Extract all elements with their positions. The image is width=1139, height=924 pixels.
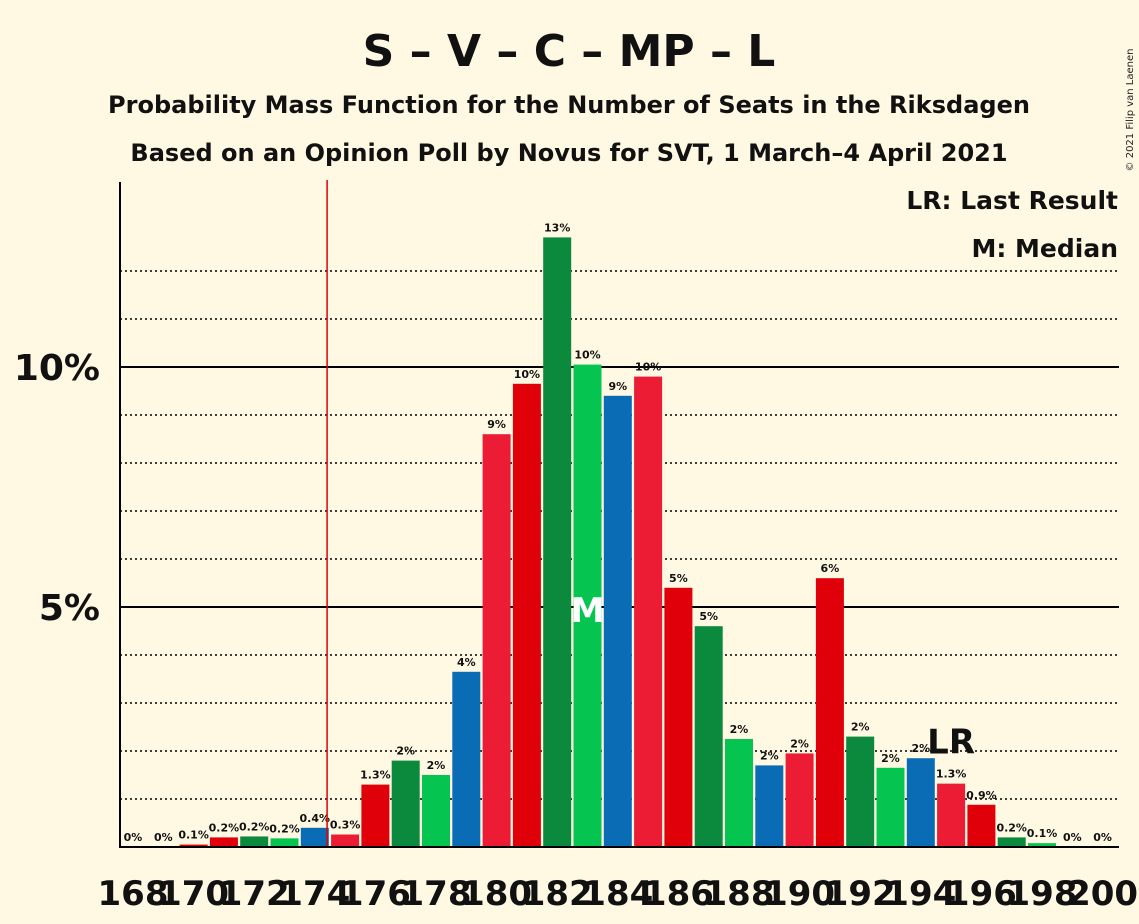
bar — [300, 827, 329, 847]
bar-label: 10% — [514, 368, 540, 381]
bar-label: 4% — [457, 656, 476, 669]
bar — [603, 395, 632, 847]
bar — [270, 838, 299, 847]
bar-label: 0.1% — [1027, 827, 1058, 840]
bar — [209, 837, 238, 847]
bar — [876, 767, 905, 847]
bar-label: 0.2% — [209, 821, 240, 834]
x-tick-label: 200 — [1067, 874, 1138, 914]
bar-label: 0% — [1063, 831, 1082, 844]
y-tick-label: 10% — [14, 348, 100, 389]
x-tick-label: 192 — [825, 874, 896, 914]
bar-label: 10% — [635, 361, 661, 374]
bar — [815, 578, 844, 847]
bar — [1028, 843, 1056, 847]
y-tick-label: 5% — [39, 588, 100, 629]
bar — [694, 626, 723, 847]
bar — [846, 736, 875, 847]
bar-label: 0.2% — [239, 820, 270, 833]
bar-label: 0.4% — [300, 812, 331, 825]
x-tick-label: 168 — [98, 874, 169, 914]
bar — [391, 760, 420, 847]
x-tick-label: 188 — [704, 874, 775, 914]
markers: M LR — [326, 180, 975, 847]
bar-label: 0.2% — [996, 821, 1027, 834]
bar-label: 0.9% — [966, 789, 997, 802]
bar — [634, 376, 663, 847]
bar-label: 9% — [487, 418, 506, 431]
bar-label: 2% — [881, 752, 900, 765]
bar — [452, 671, 481, 847]
bar-label: 2% — [911, 742, 930, 755]
bar — [785, 753, 814, 847]
axes: 1681701721741761781801821841861881901921… — [98, 182, 1138, 914]
bar-label: 0.1% — [178, 829, 209, 842]
legend-median: M: Median — [971, 234, 1118, 263]
bar — [725, 739, 753, 847]
bar — [422, 775, 450, 847]
x-tick-label: 174 — [279, 874, 350, 914]
bar-label: 1.3% — [936, 768, 967, 781]
bar-label: 6% — [821, 562, 840, 575]
legend-last-result: LR: Last Result — [906, 186, 1118, 215]
x-tick-label: 172 — [219, 874, 290, 914]
bar — [331, 834, 360, 847]
copyright-notice: © 2021 Filip van Laenen — [1125, 49, 1136, 172]
bar — [997, 837, 1026, 847]
bar — [664, 587, 693, 847]
x-tick-label: 170 — [158, 874, 229, 914]
bar — [240, 836, 269, 847]
bar-label: 2% — [730, 723, 749, 736]
bar-label: 9% — [608, 380, 627, 393]
x-tick-label: 184 — [582, 874, 653, 914]
x-tick-label: 198 — [1007, 874, 1078, 914]
bar — [937, 783, 966, 847]
bar — [482, 434, 511, 847]
chart-subtitle: Probability Mass Function for the Number… — [108, 91, 1030, 119]
x-tick-label: 190 — [764, 874, 835, 914]
x-tick-label: 186 — [643, 874, 714, 914]
x-tick-label: 196 — [946, 874, 1017, 914]
bar-label: 1.3% — [360, 769, 391, 782]
bar-label: 2% — [790, 737, 809, 750]
median-marker: M — [571, 591, 605, 631]
bar-label: 2% — [396, 745, 415, 758]
bar — [361, 784, 390, 847]
bar-label: 0% — [124, 831, 143, 844]
bar-label: 0% — [1093, 831, 1112, 844]
bar — [967, 804, 996, 847]
chart-title: S – V – C – MP – L — [363, 26, 776, 77]
bar-label: 0.2% — [269, 822, 300, 835]
bar — [755, 765, 784, 847]
x-tick-label: 178 — [401, 874, 472, 914]
bar-label: 0% — [154, 831, 173, 844]
x-tick-label: 176 — [340, 874, 411, 914]
bar — [906, 758, 935, 847]
bar — [573, 364, 602, 847]
bar-label: 13% — [544, 221, 570, 234]
bar-label: 10% — [574, 349, 600, 362]
bar-label: 2% — [851, 721, 870, 734]
x-tick-label: 180 — [461, 874, 532, 914]
bar-label: 2% — [760, 749, 779, 762]
bar — [179, 844, 208, 847]
gridlines: 5% 10% — [14, 270, 1119, 800]
x-tick-label: 182 — [522, 874, 593, 914]
bar-label: 5% — [699, 610, 718, 623]
bar-label: 2% — [427, 759, 446, 772]
last-result-marker: LR — [927, 723, 975, 763]
bar-label: 5% — [669, 572, 688, 585]
chart-source: Based on an Opinion Poll by Novus for SV… — [130, 139, 1007, 167]
bar-label: 0.3% — [330, 819, 361, 832]
bar — [512, 383, 541, 847]
x-tick-label: 194 — [885, 874, 956, 914]
bars: 0% 0% 0.1%0.2% 0.2% 0.2%0.4%0.3%1.3%2%2%4%9%… — [124, 221, 1112, 847]
bar — [543, 237, 572, 847]
